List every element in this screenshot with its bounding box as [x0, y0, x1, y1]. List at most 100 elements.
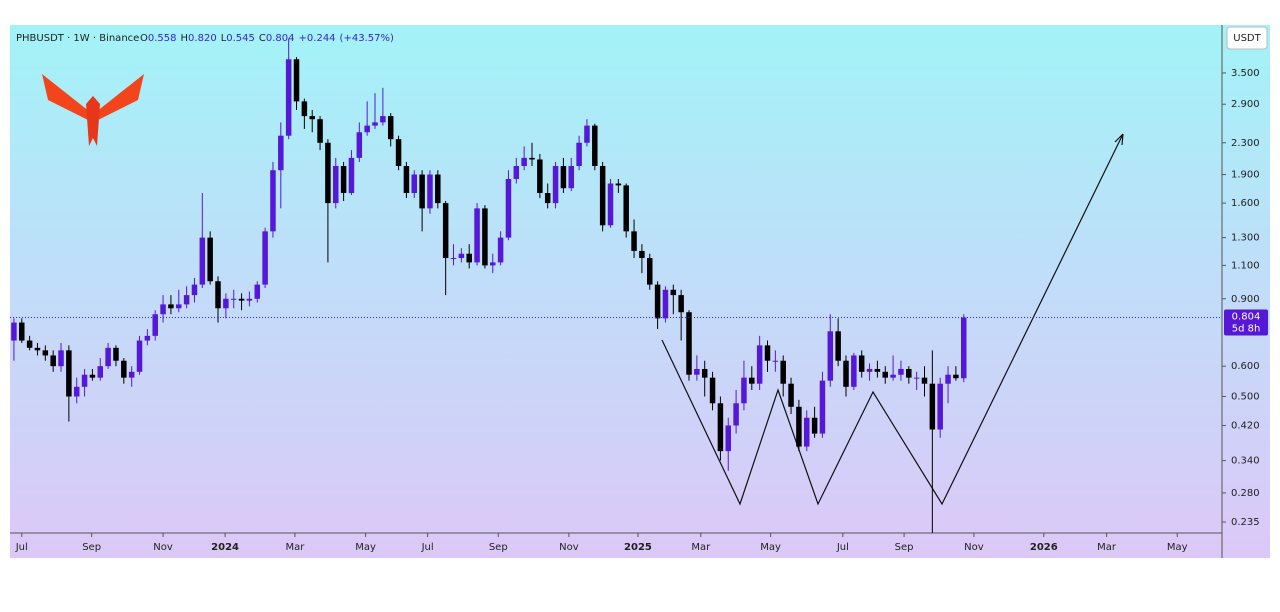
header-text: 0.545: [226, 33, 255, 44]
logo-wing: [96, 74, 144, 120]
candle-body: [513, 165, 520, 179]
candle-body: [160, 304, 166, 315]
candle-body: [560, 165, 567, 189]
x-tick-label: Jul: [836, 542, 849, 553]
candle-body: [647, 258, 653, 285]
header-text: C: [259, 33, 266, 44]
candle-body: [152, 314, 158, 336]
candle-body: [615, 183, 622, 186]
candle-body: [128, 371, 135, 378]
header-text: L: [221, 33, 227, 44]
y-tick-label: 0.420: [1231, 420, 1260, 431]
candle-body: [238, 298, 245, 301]
candle-body: [882, 371, 888, 378]
candle-body: [387, 116, 394, 140]
x-tick-label: 2024: [211, 542, 239, 553]
candle-body: [960, 317, 967, 379]
x-tick-label: Sep: [489, 542, 508, 553]
candle-body: [568, 165, 575, 189]
candle-body: [482, 208, 488, 266]
candle-body: [230, 298, 237, 300]
candle-body: [81, 374, 88, 387]
candle-body: [662, 289, 669, 319]
candle-body: [592, 125, 598, 166]
x-tick-label: Mar: [1097, 542, 1117, 553]
candle-body: [819, 380, 826, 434]
candle-body: [686, 312, 692, 375]
candle-body: [309, 116, 315, 120]
candle-body: [254, 284, 261, 299]
x-tick-label: May: [1167, 542, 1188, 553]
candle-body: [97, 366, 104, 378]
candle-body: [694, 368, 700, 375]
candle-body: [450, 258, 457, 260]
logo-body: [86, 96, 100, 146]
pattern-drawing: [661, 133, 1124, 506]
header-text: (+43.57%): [340, 33, 394, 44]
candle-body: [599, 165, 606, 226]
x-tick-label: Mar: [691, 542, 711, 553]
x-tick-label: Jul: [421, 542, 434, 553]
candle-body: [858, 355, 865, 372]
candle-body: [19, 322, 25, 341]
w-pattern-line: [661, 133, 1124, 506]
candle-body: [537, 159, 543, 194]
candle-body: [458, 253, 465, 259]
candle-body: [490, 262, 496, 266]
y-tick-label: 1.900: [1231, 170, 1260, 181]
candle-body: [678, 295, 684, 313]
candle-body: [953, 374, 959, 379]
candle-body: [709, 377, 716, 404]
candle-body: [403, 165, 410, 194]
candle-body: [906, 368, 912, 378]
candle-body: [811, 417, 818, 434]
candle-body: [851, 355, 857, 387]
candle-body: [270, 170, 276, 232]
candle-body: [529, 157, 535, 160]
candle-body: [348, 157, 355, 194]
candle-body: [890, 374, 896, 378]
candle-body: [395, 139, 402, 166]
chart-background: [10, 25, 1270, 558]
candle-body: [207, 237, 213, 282]
candle-body: [317, 119, 323, 143]
candle-body: [246, 298, 253, 301]
candles: [11, 38, 967, 533]
candle-body: [913, 377, 920, 379]
y-tick-label: 1.600: [1231, 198, 1260, 209]
candle-body: [285, 59, 292, 136]
candle-body: [631, 231, 637, 251]
candle-body: [701, 368, 708, 378]
candle-body: [34, 347, 41, 351]
candle-body: [215, 281, 221, 309]
candle-body: [11, 322, 17, 341]
header-text: 0.820: [188, 33, 217, 44]
candle-body: [380, 116, 386, 123]
candle-body: [89, 374, 96, 378]
candle-body: [741, 377, 747, 404]
candle-body: [419, 174, 425, 209]
candle-body: [372, 122, 378, 126]
candle-body: [780, 360, 786, 384]
logo-wing: [42, 74, 90, 120]
candle-body: [278, 135, 284, 171]
candle-body: [639, 250, 645, 259]
candle-body: [670, 289, 677, 296]
y-tick-label: 0.235: [1231, 517, 1260, 528]
candle-body: [301, 101, 308, 117]
header-text: +0.244: [299, 33, 336, 44]
currency-label: USDT: [1233, 33, 1261, 44]
candle-body: [121, 360, 127, 378]
candle-body: [623, 185, 629, 232]
candle-body: [898, 368, 904, 375]
candle-body: [105, 347, 111, 367]
candle-body: [325, 142, 331, 204]
x-tick-label: Jul: [15, 542, 28, 553]
x-tick-label: Sep: [82, 542, 101, 553]
candle-body: [717, 403, 724, 452]
candle-body: [435, 174, 441, 204]
candle-body: [772, 360, 779, 362]
candle-body: [199, 237, 206, 285]
y-tick-label: 2.900: [1231, 99, 1260, 110]
